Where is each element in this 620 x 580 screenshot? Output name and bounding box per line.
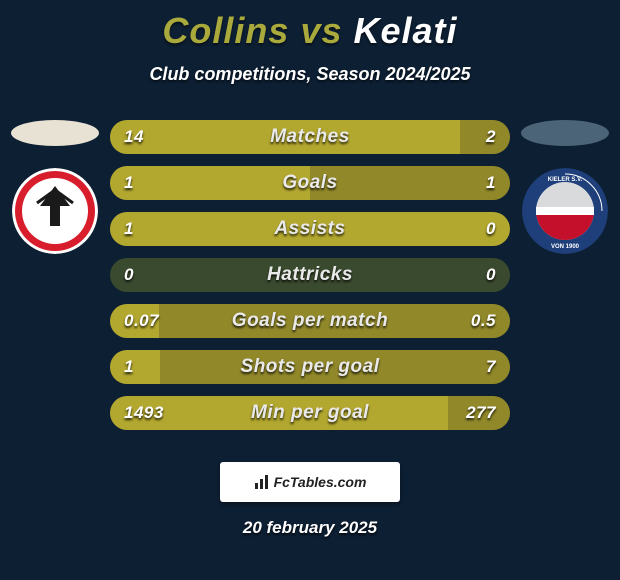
stat-row: Goals per match0.07 0.5 [110, 304, 510, 338]
stat-label: Goals [110, 166, 510, 200]
stat-label: Shots per goal [110, 350, 510, 384]
stat-row: Hattricks0 0 [110, 258, 510, 292]
stat-value-right: 1 [486, 166, 496, 200]
stat-label: Hattricks [110, 258, 510, 292]
team-right-slot: KIELER S.V. VON 1900 [510, 120, 620, 259]
stat-label: Min per goal [110, 396, 510, 430]
stat-label: Goals per match [110, 304, 510, 338]
svg-text:KIELER S.V.: KIELER S.V. [548, 177, 583, 183]
stat-row: Assists1 0 [110, 212, 510, 246]
player1-name: Collins [162, 10, 289, 51]
team-left-crest [12, 168, 98, 254]
stats-area: Matches142Goals11Assists10Hattricks00Goa… [110, 120, 510, 442]
stat-value-left: 1 [124, 212, 134, 246]
brand-badge: FcTables.com [220, 462, 400, 502]
stat-value-left: 0 [124, 258, 134, 292]
stat-value-left: 1493 [124, 396, 164, 430]
stat-row: Min per goal1493 277 [110, 396, 510, 430]
stat-row: Shots per goal1 7 [110, 350, 510, 384]
stat-row: Matches14 2 [110, 120, 510, 154]
stat-value-left: 0.07 [124, 304, 159, 338]
stat-value-right: 0 [486, 212, 496, 246]
stat-value-left: 1 [124, 350, 134, 384]
stat-row: Goals1 1 [110, 166, 510, 200]
stat-value-left: 1 [124, 166, 134, 200]
stat-value-right: 0 [486, 258, 496, 292]
stat-label: Matches [110, 120, 510, 154]
stat-value-right: 7 [486, 350, 496, 384]
stat-value-right: 0.5 [471, 304, 496, 338]
svg-text:VON 1900: VON 1900 [551, 244, 580, 250]
stat-value-right: 277 [466, 396, 496, 430]
team-right-crest: KIELER S.V. VON 1900 [522, 168, 608, 254]
stat-label: Assists [110, 212, 510, 246]
player-right-ellipse [521, 120, 609, 146]
vs-text: vs [300, 10, 342, 51]
team-left-slot [0, 120, 110, 259]
player-left-ellipse [11, 120, 99, 146]
chart-icon [254, 474, 270, 490]
subtitle: Club competitions, Season 2024/2025 [0, 64, 620, 85]
date-text: 20 february 2025 [0, 518, 620, 538]
player2-name: Kelati [354, 10, 458, 51]
stat-value-right: 2 [486, 120, 496, 154]
comparison-title: Collins vs Kelati [0, 0, 620, 52]
brand-text: FcTables.com [274, 474, 367, 490]
stat-value-left: 14 [124, 120, 144, 154]
